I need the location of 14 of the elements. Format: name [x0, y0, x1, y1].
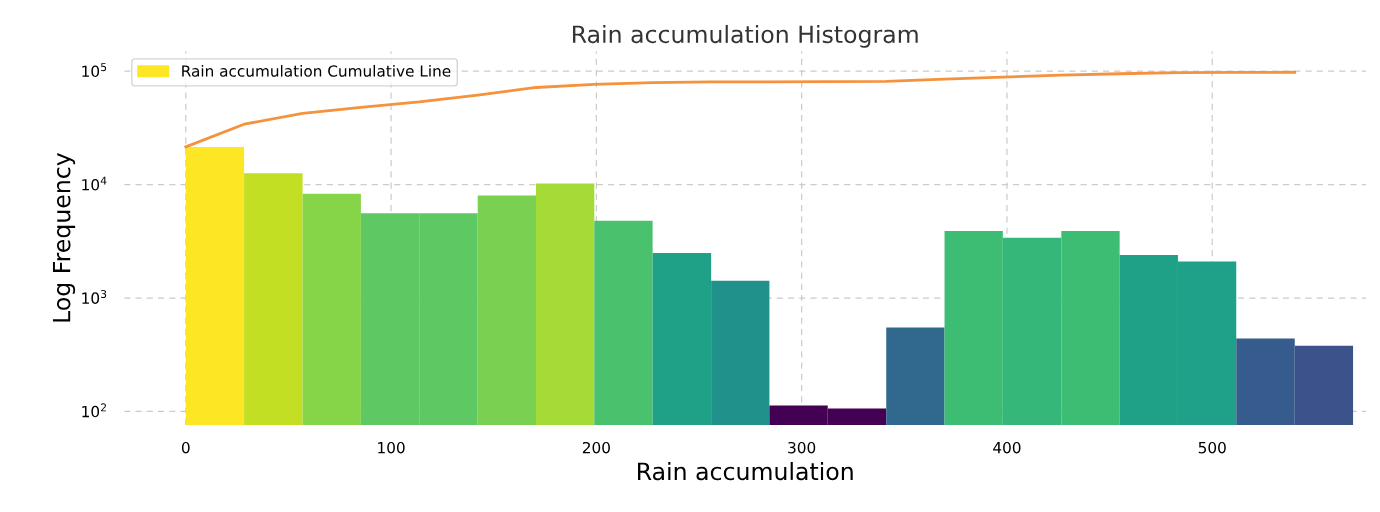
y-tick-label: 10$^{4}$ [82, 176, 107, 191]
x-tick-label: 300 [788, 441, 816, 454]
x-tick-label: 500 [1198, 441, 1226, 454]
chart-title: Rain accumulation Histogram [573, 24, 918, 48]
y-tick-label: 10$^{2}$ [82, 403, 106, 418]
x-axis-title: Rain accumulation [638, 461, 853, 481]
x-tick-label: 0 [181, 441, 190, 454]
y-tick-label: 10$^{3}$ [82, 289, 107, 304]
legend-label: Rain accumulation Cumulative Line [182, 64, 451, 77]
x-tick-label: 100 [378, 441, 405, 454]
y-axis-title: Log Frequency [52, 152, 76, 322]
y-tick-label: 10$^{5}$ [82, 63, 107, 78]
x-tick-label: 400 [993, 441, 1021, 454]
x-tick-label: 200 [582, 441, 610, 454]
